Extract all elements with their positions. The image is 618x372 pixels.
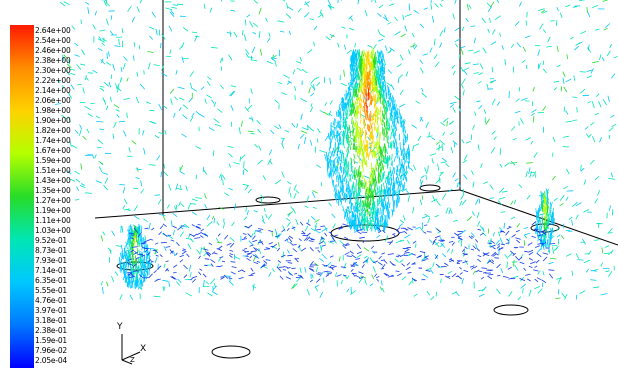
opening-ellipse	[256, 197, 280, 203]
legend-tick-label: 3.97e-01	[35, 307, 67, 315]
axis-z-label: Z	[130, 356, 135, 364]
legend-tick-label: 7.93e-01	[35, 257, 67, 265]
legend-tick-label: 1.59e-01	[35, 337, 67, 345]
opening-ellipse	[212, 346, 250, 358]
legend-tick-label: 2.30e+00	[35, 67, 71, 75]
legend-tick-label: 1.98e+00	[35, 107, 71, 115]
legend-tick-label: 4.76e-01	[35, 297, 67, 305]
legend-tick-label: 2.05e-04	[35, 357, 67, 365]
opening-ellipse	[331, 225, 399, 241]
opening-ellipse	[420, 185, 440, 191]
legend-tick-label: 1.67e+00	[35, 147, 71, 155]
legend-tick-label: 7.96e-02	[35, 347, 67, 355]
legend-tick-label: 2.54e+00	[35, 37, 71, 45]
legend-tick-label: 1.59e+00	[35, 157, 71, 165]
legend-tick-label: 1.51e+00	[35, 167, 71, 175]
legend-tick-label: 2.64e+00	[35, 27, 71, 35]
opening-ellipse	[494, 305, 528, 315]
legend-tick-label: 5.55e-01	[35, 287, 67, 295]
legend-tick-label: 2.46e+00	[35, 47, 71, 55]
legend-tick-label: 1.43e+00	[35, 177, 71, 185]
legend-tick-label: 2.38e-01	[35, 327, 67, 335]
legend-tick-label: 1.19e+00	[35, 207, 71, 215]
velocity-vectors	[55, 0, 618, 300]
legend-tick-label: 1.11e+00	[35, 217, 71, 225]
legend-tick-label: 2.38e+00	[35, 57, 71, 65]
legend-tick-label: 8.73e-01	[35, 247, 67, 255]
legend-tick-label: 9.52e-01	[35, 237, 67, 245]
legend-tick-label: 1.27e+00	[35, 197, 71, 205]
legend-tick-label: 2.14e+00	[35, 87, 71, 95]
axis-x-label: X	[140, 344, 146, 354]
axis-triad: Y X Z	[112, 320, 162, 368]
legend-tick-label: 1.03e+00	[35, 227, 71, 235]
legend-tick-label: 1.90e+00	[35, 117, 71, 125]
legend-tick-label: 6.35e-01	[35, 277, 67, 285]
legend-tick-label: 1.35e+00	[35, 187, 71, 195]
legend-tick-label: 3.18e-01	[35, 317, 67, 325]
legend-tick-label: 2.22e+00	[35, 77, 71, 85]
axis-y-label: Y	[117, 322, 123, 332]
legend-tick-label: 2.06e+00	[35, 97, 71, 105]
outline-floor-back-edge	[95, 190, 460, 218]
legend-tick-label: 7.14e-01	[35, 267, 67, 275]
legend-tick-label: 1.82e+00	[35, 127, 71, 135]
legend-tick-label: 1.74e+00	[35, 137, 71, 145]
color-legend-bar	[10, 25, 34, 368]
